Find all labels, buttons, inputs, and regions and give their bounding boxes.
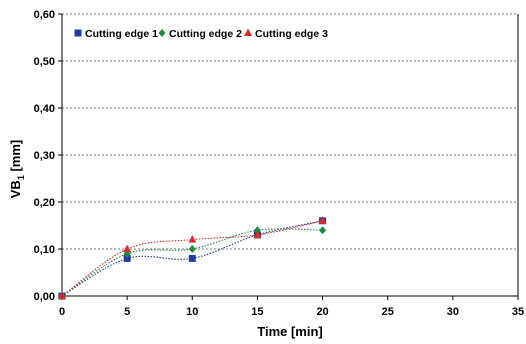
y-axis-title-subscript: 1 — [16, 175, 26, 180]
x-tick-label: 25 — [382, 306, 394, 318]
y-tick-label: 0,50 — [34, 56, 55, 68]
legend: Cutting edge 1 Cutting edge 2 Cutting edge… — [74, 28, 328, 40]
x-tick-label: 15 — [251, 306, 263, 318]
y-tick-label: 0,40 — [34, 103, 55, 115]
y-axis-title-main: VB — [8, 180, 23, 198]
data-point-series-3 — [253, 230, 262, 238]
y-tick-label: 0,20 — [34, 197, 55, 209]
data-point-series-2 — [188, 245, 196, 253]
grid-lines — [62, 13, 518, 250]
data-point-series-2 — [319, 226, 327, 235]
legend-marker-series-2 — [158, 29, 166, 37]
y-axis-title-unit: [mm] — [8, 140, 23, 175]
legend-label-series-3: Cutting edge 3 — [255, 28, 328, 40]
x-tick-label: 35 — [512, 306, 524, 318]
data-points — [58, 216, 327, 300]
x-tick-label: 30 — [447, 306, 459, 318]
x-tick-label: 20 — [316, 306, 328, 318]
data-point-series-2 — [253, 226, 261, 235]
trendlines — [61, 220, 323, 297]
legend-marker-series-1 — [74, 29, 82, 37]
tick-labels: 0,00 0,10 0,20 0,30 0,40 0,50 0,60 0 5 10 15 20 25 30… — [34, 9, 525, 318]
y-axis-title: VB1 [mm] — [8, 140, 26, 198]
x-tick-label: 0 — [59, 306, 65, 318]
legend-label-series-1: Cutting edge 1 — [85, 28, 158, 40]
y-tick-label: 0,30 — [34, 150, 55, 162]
data-point-series-3 — [58, 291, 66, 299]
y-tick-label: 0,60 — [34, 9, 55, 21]
legend-marker-series-3 — [244, 28, 252, 36]
trendline-series-1 — [61, 220, 323, 297]
axes — [58, 13, 519, 300]
y-tick-label: 0,00 — [34, 291, 55, 303]
data-point-series-3 — [318, 216, 327, 224]
x-tick-label: 5 — [124, 306, 130, 318]
data-point-series-1 — [123, 254, 131, 262]
x-tick-label: 10 — [186, 306, 198, 318]
legend-label-series-2: Cutting edge 2 — [169, 28, 242, 40]
y-tick-label: 0,10 — [34, 244, 55, 256]
x-axis-title: Time [min] — [257, 324, 323, 339]
data-point-series-1 — [188, 254, 196, 262]
data-point-series-3 — [123, 244, 132, 252]
trendline-series-3 — [61, 220, 323, 297]
data-point-series-3 — [188, 235, 197, 243]
